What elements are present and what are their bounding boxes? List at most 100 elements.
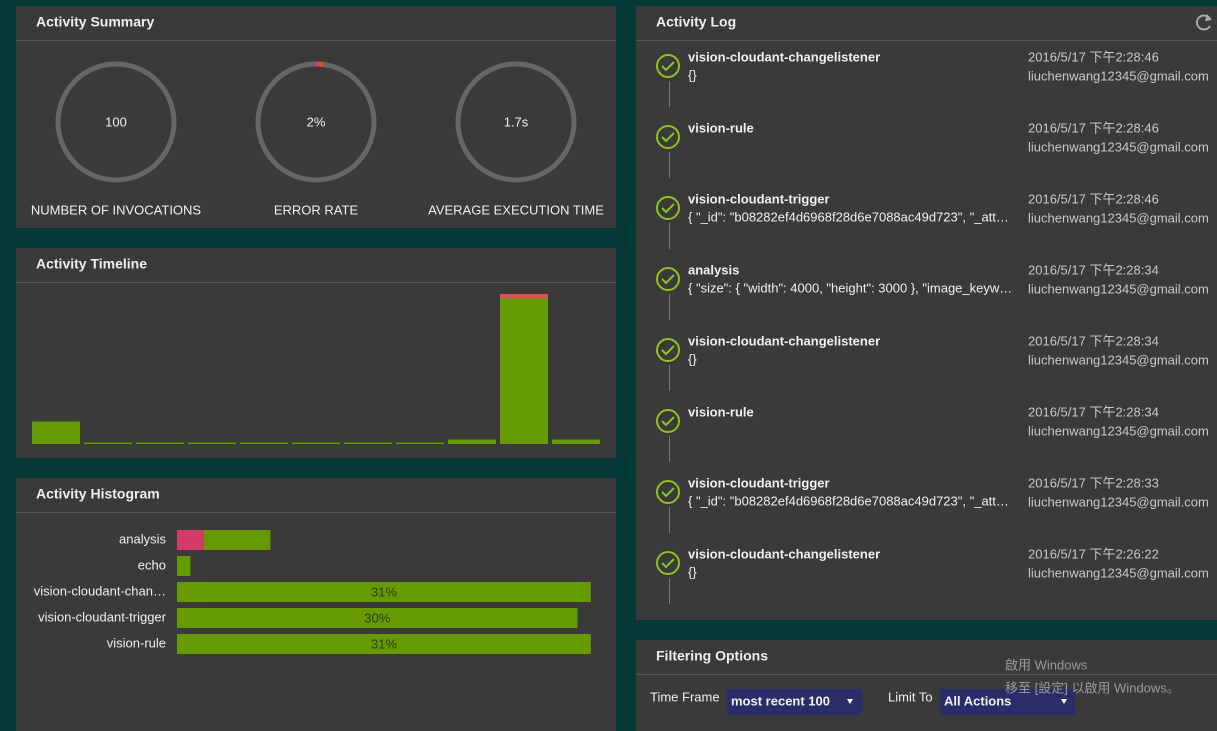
histogram-value-label: 30% (364, 610, 390, 625)
log-name: vision-cloudant-changelistener (688, 49, 880, 64)
panel-title: Activity Log (656, 14, 736, 30)
status-icon (656, 409, 680, 433)
log-name: vision-cloudant-trigger (688, 475, 830, 490)
log-user: liuchenwang12345@gmail.com (1028, 352, 1209, 367)
status-check (661, 558, 675, 569)
gauge-value: 1.7s (504, 114, 529, 129)
histogram-label: vision-cloudant-chan… (34, 583, 166, 598)
gauge-value: 2% (307, 114, 326, 129)
select-value[interactable]: most recent 100 (731, 693, 830, 708)
summary-panel (16, 6, 616, 228)
log-detail: {} (688, 564, 697, 579)
status-check (661, 487, 675, 498)
gauge-ring (455, 61, 577, 183)
status-icon (656, 125, 680, 149)
log-time: 2016/5/17 下午2:28:46 (1028, 191, 1159, 206)
select-box[interactable] (940, 689, 1075, 715)
log-user: liuchenwang12345@gmail.com (1028, 68, 1209, 83)
select-box[interactable] (727, 689, 862, 715)
log-name: analysis (688, 262, 739, 277)
log-name: vision-cloudant-changelistener (688, 333, 880, 348)
timeline-bar (240, 442, 288, 444)
histogram-bar (203, 530, 271, 550)
timeline-bar (84, 442, 132, 444)
log-user: liuchenwang12345@gmail.com (1028, 494, 1209, 509)
histogram-bar (177, 582, 591, 602)
limit-select[interactable]: All Actions (940, 689, 1075, 715)
log-user: liuchenwang12345@gmail.com (1028, 565, 1209, 580)
log-time: 2016/5/17 下午2:26:22 (1028, 546, 1159, 561)
histogram-value-label: 31% (371, 636, 397, 651)
status-icon (656, 267, 680, 291)
panel-title: Activity Histogram (36, 486, 160, 502)
refresh-arrow[interactable] (1205, 14, 1212, 21)
refresh-icon[interactable] (1196, 14, 1212, 31)
watermark-text: 移至 [設定] 以啟用 Windows。 (1005, 680, 1180, 695)
gauge-caption: ERROR RATE (274, 202, 359, 217)
timeline-bar (292, 442, 340, 444)
log-time: 2016/5/17 下午2:28:34 (1028, 404, 1159, 419)
log-user: liuchenwang12345@gmail.com (1028, 281, 1209, 296)
log-user: liuchenwang12345@gmail.com (1028, 423, 1209, 438)
status-check (661, 61, 675, 72)
gauge-value: 100 (105, 114, 127, 129)
log-time: 2016/5/17 下午2:28:34 (1028, 333, 1159, 348)
timeline-bar (500, 298, 548, 444)
panel-title: Activity Summary (36, 14, 154, 30)
timeline-bar (344, 442, 392, 444)
status-icon (656, 54, 680, 78)
status-check (661, 345, 675, 356)
log-name: vision-cloudant-trigger (688, 191, 830, 206)
gauge-caption: AVERAGE EXECUTION TIME (428, 202, 604, 217)
histogram-bar (177, 530, 204, 550)
timeline-bar (32, 421, 80, 444)
histogram-bar (177, 556, 191, 576)
status-check (661, 203, 675, 214)
log-detail: { "size": { "width": 4000, "height": 300… (688, 280, 1012, 295)
log-name: vision-rule (688, 120, 754, 135)
filter-label: Limit To (888, 689, 933, 704)
log-detail: {} (688, 351, 697, 366)
histogram-label: vision-rule (107, 635, 166, 650)
status-icon (656, 196, 680, 220)
select-arrow[interactable] (1061, 699, 1067, 704)
log-time: 2016/5/17 下午2:28:46 (1028, 120, 1159, 135)
filter-label: Time Frame (650, 689, 720, 704)
log-user: liuchenwang12345@gmail.com (1028, 210, 1209, 225)
timeline-bar (552, 439, 600, 444)
log-detail: { "_id": "b08282ef4d6968f28d6e7088ac49d7… (688, 493, 1009, 508)
time-frame-select[interactable]: most recent 100 (727, 689, 862, 715)
log-time: 2016/5/17 下午2:28:33 (1028, 475, 1159, 490)
log-time: 2016/5/17 下午2:28:46 (1028, 49, 1159, 64)
timeline-bar (188, 442, 236, 444)
filter-panel (636, 640, 1217, 731)
log-detail: { "_id": "b08282ef4d6968f28d6e7088ac49d7… (688, 209, 1009, 224)
status-icon (656, 338, 680, 362)
gauge-ring (55, 61, 177, 183)
histogram-value-label: 31% (371, 584, 397, 599)
status-check (661, 132, 675, 143)
select-arrow[interactable] (847, 699, 853, 704)
status-icon (656, 551, 680, 575)
timeline-bar (396, 442, 444, 444)
gauge-caption: NUMBER OF INVOCATIONS (31, 202, 202, 217)
status-check (661, 416, 675, 427)
watermark-title: 啟用 Windows (1005, 657, 1088, 672)
status-check (661, 274, 675, 285)
histogram-label: vision-cloudant-trigger (38, 609, 167, 624)
histogram-panel (16, 478, 616, 731)
histogram-bar (177, 634, 591, 654)
status-icon (656, 480, 680, 504)
panel-title: Filtering Options (656, 648, 768, 664)
histogram-bar (177, 608, 578, 628)
log-name: vision-rule (688, 404, 754, 419)
select-value[interactable]: All Actions (944, 693, 1011, 708)
histogram-label: analysis (119, 531, 166, 546)
log-name: vision-cloudant-changelistener (688, 546, 880, 561)
log-user: liuchenwang12345@gmail.com (1028, 139, 1209, 154)
histogram-label: echo (138, 557, 166, 572)
panel-title: Activity Timeline (36, 256, 147, 272)
timeline-bar (136, 442, 184, 444)
